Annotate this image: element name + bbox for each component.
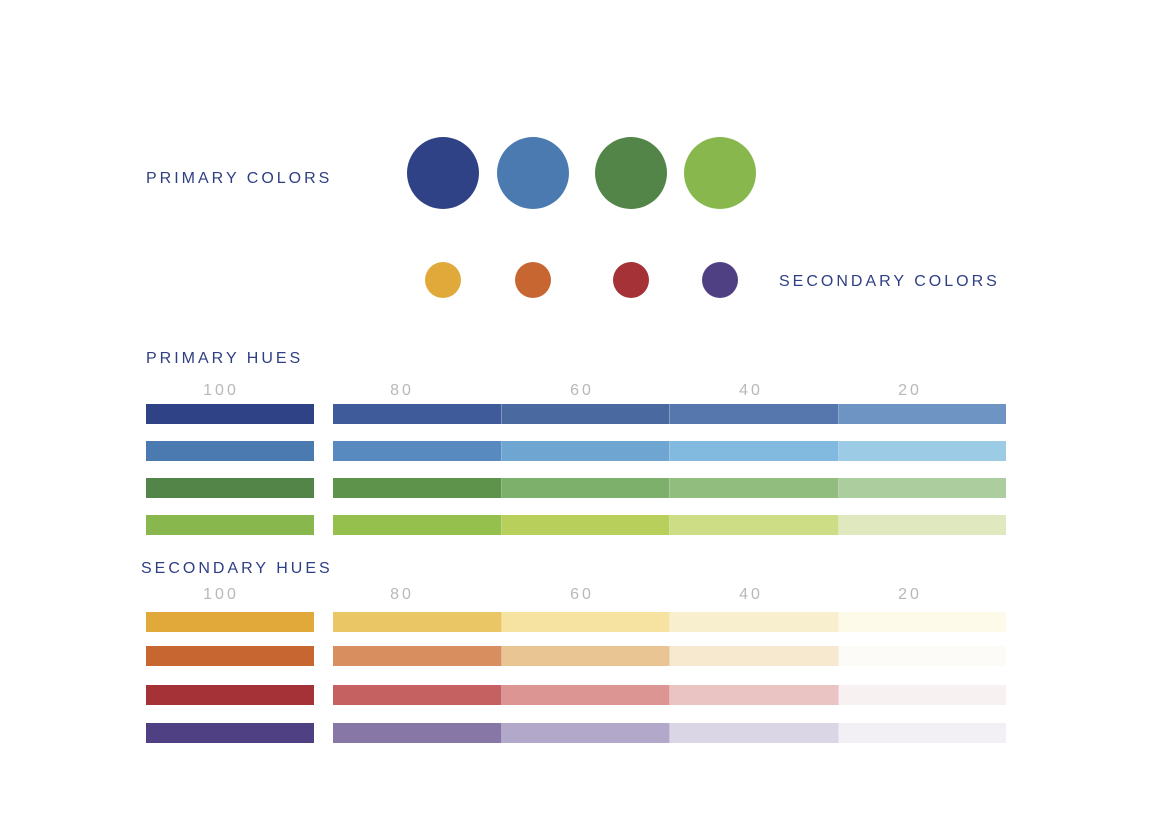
secondary-hues-row-2-tint-3 (670, 646, 839, 666)
primary-hues-row-1-base-swatch (146, 404, 314, 424)
secondary-hues-row-4-base-swatch (146, 723, 314, 743)
primary-swatch-navy (407, 137, 479, 209)
secondary-hues-row-2-tint-1 (333, 646, 502, 666)
primary-hues-row-4-tint-4 (838, 515, 1006, 535)
primary-hues-tick-100: 100 (203, 382, 239, 399)
secondary-hues-label: SECONDARY HUES (141, 560, 333, 577)
primary-hues-tick-40: 40 (739, 382, 763, 399)
primary-hues-row-2-tint-2 (501, 441, 670, 461)
secondary-hues-row-2-tints (333, 646, 1006, 666)
primary-hues-row-4-base-swatch (146, 515, 314, 535)
secondary-hues-row-4-tint-3 (670, 723, 839, 743)
primary-hues-row-3-tints (333, 478, 1006, 498)
secondary-swatch-purple (702, 262, 738, 298)
primary-swatch-green (595, 137, 667, 209)
secondary-hues-tick-80: 80 (390, 586, 414, 603)
secondary-hues-tick-20: 20 (898, 586, 922, 603)
secondary-hues-row-4-tints (333, 723, 1006, 743)
secondary-hues-row-3-base-swatch (146, 685, 314, 705)
secondary-hues-row-1-tints (333, 612, 1006, 632)
primary-hues-row-3-tint-1 (333, 478, 502, 498)
primary-hues-row-4-tint-1 (333, 515, 502, 535)
primary-hues-row-2-base-swatch (146, 441, 314, 461)
primary-hues-row-2-tints (333, 441, 1006, 461)
primary-hues-row-1-tint-1 (333, 404, 502, 424)
secondary-swatch-orange (515, 262, 551, 298)
primary-colors-label: PRIMARY COLORS (146, 170, 333, 187)
primary-hues-row-1-tint-3 (670, 404, 839, 424)
secondary-hues-row-1-tint-3 (670, 612, 839, 632)
primary-swatch-lime (684, 137, 756, 209)
secondary-hues-row-4-tint-1 (333, 723, 502, 743)
secondary-hues-row-3-tint-4 (838, 685, 1006, 705)
primary-hues-row-3-base-swatch (146, 478, 314, 498)
primary-hues-row-3-tint-2 (501, 478, 670, 498)
secondary-colors-label: SECONDARY COLORS (779, 273, 1000, 290)
primary-hues-tick-80: 80 (390, 382, 414, 399)
primary-hues-tick-20: 20 (898, 382, 922, 399)
secondary-swatch-yellow (425, 262, 461, 298)
secondary-hues-row-2-tint-2 (501, 646, 670, 666)
secondary-hues-row-4-tint-4 (838, 723, 1006, 743)
secondary-hues-row-1-base-swatch (146, 612, 314, 632)
primary-hues-row-4-tint-3 (670, 515, 839, 535)
secondary-hues-tick-40: 40 (739, 586, 763, 603)
primary-hues-row-2-tint-3 (670, 441, 839, 461)
secondary-hues-row-2-tint-4 (838, 646, 1006, 666)
primary-hues-row-3-tint-4 (838, 478, 1006, 498)
primary-hues-row-1-tint-2 (501, 404, 670, 424)
primary-hues-row-2-tint-4 (838, 441, 1006, 461)
secondary-hues-row-3-tint-3 (670, 685, 839, 705)
secondary-hues-row-1-tint-4 (838, 612, 1006, 632)
secondary-swatch-red (613, 262, 649, 298)
secondary-hues-row-1-tint-2 (501, 612, 670, 632)
primary-hues-row-4-tint-2 (501, 515, 670, 535)
primary-hues-row-2-tint-1 (333, 441, 502, 461)
secondary-hues-row-3-tints (333, 685, 1006, 705)
secondary-hues-row-3-tint-2 (501, 685, 670, 705)
primary-hues-label: PRIMARY HUES (146, 350, 304, 367)
primary-swatch-blue (497, 137, 569, 209)
secondary-hues-row-1-tint-1 (333, 612, 502, 632)
secondary-hues-tick-60: 60 (570, 586, 594, 603)
primary-hues-row-3-tint-3 (670, 478, 839, 498)
primary-hues-row-4-tints (333, 515, 1006, 535)
secondary-hues-row-3-tint-1 (333, 685, 502, 705)
primary-hues-row-1-tint-4 (838, 404, 1006, 424)
secondary-hues-row-2-base-swatch (146, 646, 314, 666)
secondary-hues-tick-100: 100 (203, 586, 239, 603)
primary-hues-row-1-tints (333, 404, 1006, 424)
secondary-hues-row-4-tint-2 (501, 723, 670, 743)
primary-hues-tick-60: 60 (570, 382, 594, 399)
